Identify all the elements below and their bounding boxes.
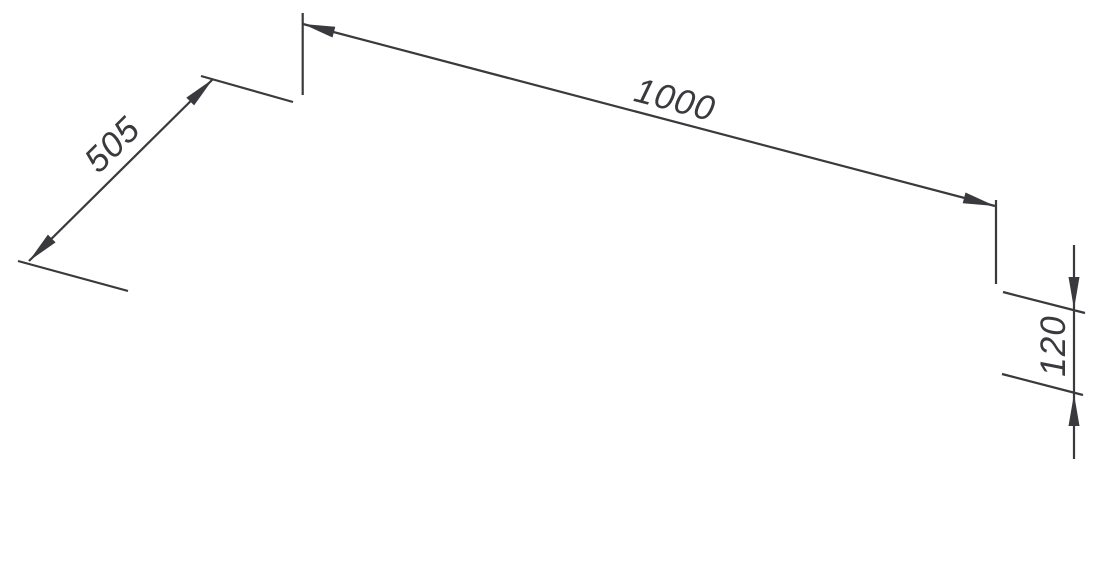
dim-120-arrowhead-bottom (1068, 394, 1080, 426)
dim-505-arrowhead-start (29, 234, 56, 261)
dimension-505-lines (17, 74, 294, 293)
dim-120-arrowhead-top (1068, 277, 1080, 309)
dim-1000-dimension-line (302, 22, 996, 208)
dim-120-extension-line-lower (1001, 372, 1084, 397)
dimension-1000-lines (301, 13, 998, 284)
stroke-layer (17, 13, 1086, 459)
dim-1000-arrowhead-left (303, 24, 336, 38)
dim-505-dimension-line (28, 78, 214, 262)
dim-505-extension-line-lower (17, 259, 129, 293)
dim-505-extension-line-upper (200, 74, 294, 104)
arrowhead-layer (29, 24, 1080, 426)
dim-1000-label: 1000 (630, 71, 719, 129)
dim-505-label: 505 (77, 109, 148, 180)
dim-120-extension-line-upper (1002, 290, 1086, 315)
dim-1000-arrowhead-right (962, 192, 995, 206)
dim-120-label: 120 (1034, 315, 1073, 376)
dim-505-arrowhead-end (186, 79, 213, 106)
label-layer: 505 1000 120 (77, 71, 1073, 377)
